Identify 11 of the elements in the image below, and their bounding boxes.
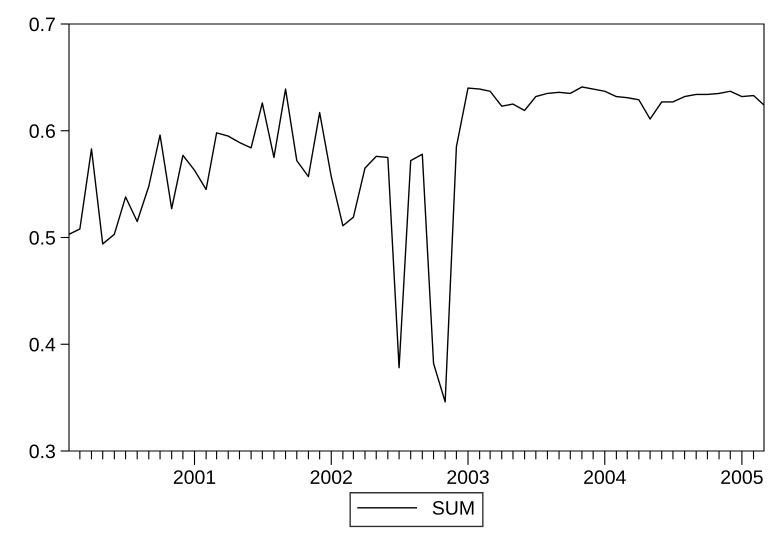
y-tick-label: 0.4: [30, 338, 56, 352]
x-tick-label: 2001: [174, 470, 216, 484]
x-tick-label: 2004: [584, 470, 626, 484]
x-tick-label: 2002: [310, 470, 352, 484]
y-tick-label: 0.3: [30, 444, 55, 458]
legend-label: SUM: [432, 501, 474, 515]
x-tick-label: 2003: [447, 470, 489, 484]
y-tick-label: 0.5: [30, 230, 55, 245]
y-tick-label: 0.6: [30, 124, 55, 138]
x-tick-label: 2005: [721, 470, 763, 484]
y-tick-label: 0.7: [30, 17, 55, 32]
